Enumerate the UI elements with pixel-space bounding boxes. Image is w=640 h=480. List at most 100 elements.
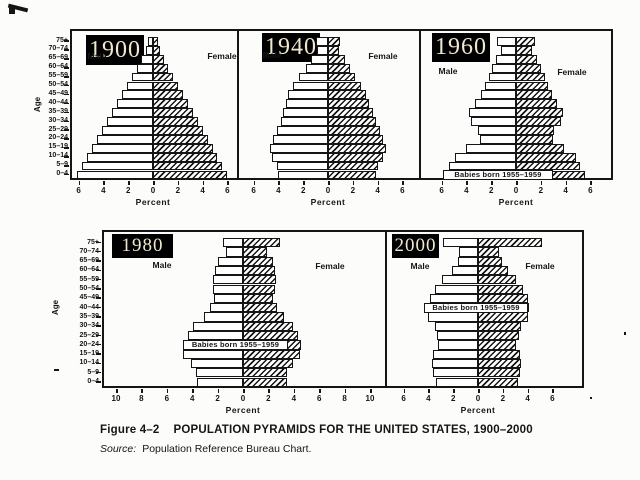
x-axis-tick-label: 2 [488,186,494,195]
bar-male-1940-20–24 [273,134,328,144]
age-tick-mark [64,40,69,42]
source-label: Source: [100,443,137,455]
x-axis-tick [403,389,406,393]
bar-male-1980-50–54 [212,284,243,294]
x-axis-tick [466,181,468,185]
bar-male-1940-15–19 [269,143,328,153]
bar-female-1980-15–19 [243,349,301,359]
age-group-label: 70–74 [79,247,99,255]
age-group-label: 5–9 [56,161,68,169]
bar-male-2000-25–29 [437,331,478,341]
age-group-label: 0–4 [87,378,99,385]
age-tick-mark [64,120,69,123]
age-tick-mark [64,129,69,131]
x-axis-tick [402,181,404,185]
bar-female-1900-20–24 [153,134,208,144]
bar-male-1980-55–59 [212,275,243,285]
bar-female-2000-50–54 [478,284,523,294]
bar-male-1980-75+ [222,238,243,248]
age-group-label: 15–19 [48,143,68,151]
age-tick-mark [96,353,101,355]
age-tick-mark [96,334,101,337]
percent-axis-label: Percent [225,405,261,415]
age-group-label: 30–34 [48,116,68,124]
scan-artifact [624,332,626,335]
bar-male-1980-40–44 [209,303,243,313]
bar-male-1940-60–64 [305,63,328,73]
bar-female-1940-40–44 [328,99,369,109]
bar-male-1960-70–74 [501,45,516,55]
bar-male-1960-55–59 [488,72,516,82]
bar-male-1980-15–19 [183,349,243,359]
bar-female-1980-35–39 [243,312,284,322]
bar-female-1980-60–64 [243,265,275,276]
source-text: Population Reference Bureau Chart. [142,443,312,455]
bar-male-1960-10–14 [455,152,516,162]
bar-female-1960-75+ [516,37,535,46]
bar-male-2000-10–14 [432,358,478,369]
bar-male-1960-60–64 [492,63,516,73]
panel-divider [237,29,239,180]
age-tick-mark [96,362,101,365]
x-axis-tick [377,181,380,185]
bar-male-2000-0–4 [435,377,478,387]
bar-male-1900-60–64 [136,63,153,73]
age-group-label: 0–4 [56,170,68,177]
age-group-label: 60–64 [79,266,99,274]
age-tick-mark [64,111,69,114]
x-axis-tick-label: 4 [426,394,431,403]
bar-female-1980-45–49 [243,293,274,304]
x-axis-tick-label: 6 [550,394,555,403]
bar-female-1980-75+ [243,238,280,248]
x-axis-tick [540,181,543,185]
bar-male-1940-5–9 [277,161,328,171]
bar-male-1900-50–54 [126,81,153,91]
bar-male-1980-10–14 [190,358,243,369]
bar-female-1900-35–39 [153,108,193,118]
x-axis-tick-label: 6 [400,186,405,195]
male-label: Male [262,50,282,60]
bar-female-1980-65–69 [243,256,274,266]
bar-female-2000-20–24 [478,340,517,350]
bar-female-1940-50–54 [328,81,362,91]
bar-male-1980-0–4 [197,377,243,387]
age-group-label: 55–59 [79,275,99,283]
bar-male-2000-55–59 [442,275,478,285]
bar-male-1940-65–69 [310,54,328,64]
bar-male-1940-45–49 [288,90,328,100]
age-tick-mark [96,381,101,383]
bar-female-1960-45–49 [516,90,552,100]
bar-female-1960-65–69 [516,54,538,64]
age-group-label: 70–74 [48,45,68,53]
age-group-label: 15–19 [79,350,99,358]
bar-female-1960-40–44 [516,99,557,109]
x-axis-tick [552,389,554,393]
age-tick-mark [96,260,101,262]
x-axis-tick [344,389,347,393]
x-axis-tick [227,181,229,185]
x-axis-tick [527,389,530,393]
x-axis-tick-label: 4 [563,186,568,195]
bar-male-1960-20–24 [480,134,516,144]
x-axis-tick [478,389,480,393]
age-tick-mark [64,93,69,96]
bar-female-2000-35–39 [478,312,528,322]
x-axis-tick-label: 6 [164,394,170,403]
bar-female-1900-30–34 [153,117,198,126]
age-group-label: 10–14 [48,152,68,160]
x-axis-tick-label: 2 [538,186,544,195]
bar-male-1960-35–39 [468,108,516,118]
bar-female-1900-55–59 [153,72,173,82]
bar-male-1980-25–29 [188,331,243,341]
bar-female-2000-45–49 [478,293,528,304]
bar-male-1900-5–9 [82,161,153,171]
x-axis-tick-label: 6 [401,394,406,403]
x-axis-tick-label: 4 [291,394,297,403]
x-axis-tick [453,389,455,393]
bar-male-1900-0–4 [77,170,153,180]
x-axis-tick [78,181,81,185]
x-axis-tick [370,389,372,393]
x-axis-tick [516,181,518,185]
x-axis-tick-label: 8 [342,394,347,403]
bar-male-2000-15–19 [433,349,478,359]
